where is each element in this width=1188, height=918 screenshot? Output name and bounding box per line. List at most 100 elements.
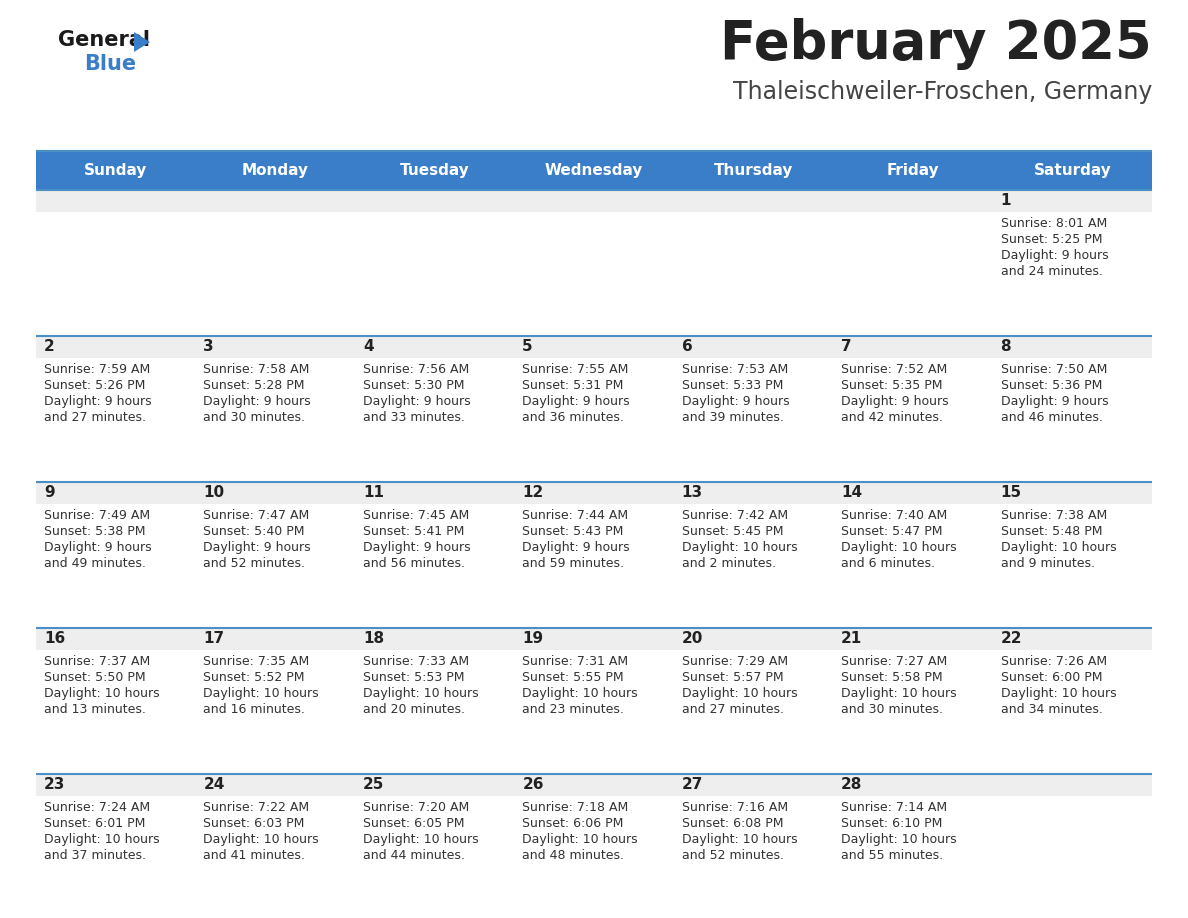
Bar — [514, 650, 674, 774]
Text: Sunrise: 7:16 AM: Sunrise: 7:16 AM — [682, 801, 788, 814]
Bar — [355, 796, 514, 918]
Text: and 37 minutes.: and 37 minutes. — [44, 849, 146, 862]
Bar — [196, 190, 355, 212]
Text: 14: 14 — [841, 485, 862, 500]
Text: Daylight: 9 hours: Daylight: 9 hours — [841, 395, 949, 408]
Text: Daylight: 10 hours: Daylight: 10 hours — [203, 687, 320, 700]
Text: Sunrise: 8:01 AM: Sunrise: 8:01 AM — [1000, 217, 1107, 230]
Text: Daylight: 9 hours: Daylight: 9 hours — [44, 541, 152, 554]
Polygon shape — [134, 32, 150, 52]
Text: and 55 minutes.: and 55 minutes. — [841, 849, 943, 862]
Bar — [674, 336, 833, 358]
Text: and 30 minutes.: and 30 minutes. — [203, 411, 305, 424]
Text: Sunrise: 7:50 AM: Sunrise: 7:50 AM — [1000, 363, 1107, 376]
Bar — [833, 152, 992, 190]
Text: Daylight: 9 hours: Daylight: 9 hours — [203, 541, 311, 554]
Text: Daylight: 10 hours: Daylight: 10 hours — [44, 833, 159, 846]
Text: Sunset: 5:53 PM: Sunset: 5:53 PM — [362, 671, 465, 684]
Text: Daylight: 9 hours: Daylight: 9 hours — [203, 395, 311, 408]
Text: Sunrise: 7:27 AM: Sunrise: 7:27 AM — [841, 655, 947, 668]
Text: 4: 4 — [362, 339, 373, 354]
Text: 27: 27 — [682, 777, 703, 792]
Text: Daylight: 10 hours: Daylight: 10 hours — [682, 833, 797, 846]
Text: Daylight: 10 hours: Daylight: 10 hours — [523, 833, 638, 846]
Text: Daylight: 10 hours: Daylight: 10 hours — [1000, 541, 1117, 554]
Text: Daylight: 9 hours: Daylight: 9 hours — [1000, 249, 1108, 262]
Text: Monday: Monday — [241, 163, 309, 178]
Bar — [196, 482, 355, 504]
Text: and 34 minutes.: and 34 minutes. — [1000, 703, 1102, 716]
Text: Daylight: 10 hours: Daylight: 10 hours — [203, 833, 320, 846]
Bar — [355, 482, 514, 504]
Bar — [833, 774, 992, 796]
Bar — [992, 650, 1152, 774]
Text: Sunset: 5:33 PM: Sunset: 5:33 PM — [682, 379, 783, 392]
Bar — [992, 336, 1152, 358]
Bar — [355, 504, 514, 628]
Bar — [36, 152, 196, 190]
Bar — [196, 358, 355, 482]
Bar — [514, 336, 674, 358]
Text: and 23 minutes.: and 23 minutes. — [523, 703, 624, 716]
Text: and 49 minutes.: and 49 minutes. — [44, 557, 146, 570]
Text: and 9 minutes.: and 9 minutes. — [1000, 557, 1094, 570]
Text: 2: 2 — [44, 339, 55, 354]
Bar — [196, 504, 355, 628]
Text: 15: 15 — [1000, 485, 1022, 500]
Text: 21: 21 — [841, 631, 862, 646]
Text: Sunset: 5:28 PM: Sunset: 5:28 PM — [203, 379, 305, 392]
Text: Sunrise: 7:38 AM: Sunrise: 7:38 AM — [1000, 509, 1107, 522]
Bar — [514, 504, 674, 628]
Text: 23: 23 — [44, 777, 65, 792]
Text: Sunrise: 7:14 AM: Sunrise: 7:14 AM — [841, 801, 947, 814]
Text: 11: 11 — [362, 485, 384, 500]
Text: Sunset: 5:25 PM: Sunset: 5:25 PM — [1000, 233, 1102, 246]
Text: 18: 18 — [362, 631, 384, 646]
Text: Daylight: 10 hours: Daylight: 10 hours — [1000, 687, 1117, 700]
Text: Sunrise: 7:45 AM: Sunrise: 7:45 AM — [362, 509, 469, 522]
Text: Daylight: 10 hours: Daylight: 10 hours — [523, 687, 638, 700]
Text: 5: 5 — [523, 339, 533, 354]
Text: Sunrise: 7:33 AM: Sunrise: 7:33 AM — [362, 655, 469, 668]
Text: 28: 28 — [841, 777, 862, 792]
Text: Daylight: 10 hours: Daylight: 10 hours — [841, 833, 956, 846]
Bar — [514, 796, 674, 918]
Text: and 44 minutes.: and 44 minutes. — [362, 849, 465, 862]
Text: Daylight: 9 hours: Daylight: 9 hours — [682, 395, 789, 408]
Text: February 2025: February 2025 — [720, 18, 1152, 70]
Text: and 2 minutes.: and 2 minutes. — [682, 557, 776, 570]
Text: and 27 minutes.: and 27 minutes. — [44, 411, 146, 424]
Bar — [674, 504, 833, 628]
Text: Sunrise: 7:49 AM: Sunrise: 7:49 AM — [44, 509, 150, 522]
Text: and 56 minutes.: and 56 minutes. — [362, 557, 465, 570]
Bar — [833, 358, 992, 482]
Text: Sunrise: 7:22 AM: Sunrise: 7:22 AM — [203, 801, 310, 814]
Bar — [992, 358, 1152, 482]
Text: 12: 12 — [523, 485, 544, 500]
Text: Wednesday: Wednesday — [545, 163, 643, 178]
Bar — [36, 650, 196, 774]
Bar — [833, 482, 992, 504]
Text: Daylight: 10 hours: Daylight: 10 hours — [682, 541, 797, 554]
Text: Sunrise: 7:18 AM: Sunrise: 7:18 AM — [523, 801, 628, 814]
Bar — [833, 796, 992, 918]
Bar — [833, 190, 992, 212]
Bar — [355, 650, 514, 774]
Text: 3: 3 — [203, 339, 214, 354]
Text: Sunset: 5:30 PM: Sunset: 5:30 PM — [362, 379, 465, 392]
Bar — [36, 796, 196, 918]
Text: Sunset: 6:05 PM: Sunset: 6:05 PM — [362, 817, 465, 830]
Text: 10: 10 — [203, 485, 225, 500]
Text: Sunset: 5:26 PM: Sunset: 5:26 PM — [44, 379, 145, 392]
Text: Sunrise: 7:35 AM: Sunrise: 7:35 AM — [203, 655, 310, 668]
Text: Sunrise: 7:47 AM: Sunrise: 7:47 AM — [203, 509, 310, 522]
Text: and 27 minutes.: and 27 minutes. — [682, 703, 784, 716]
Text: 25: 25 — [362, 777, 384, 792]
Bar — [674, 774, 833, 796]
Text: Tuesday: Tuesday — [399, 163, 469, 178]
Text: Sunrise: 7:40 AM: Sunrise: 7:40 AM — [841, 509, 947, 522]
Bar — [196, 774, 355, 796]
Text: Saturday: Saturday — [1034, 163, 1111, 178]
Bar — [355, 190, 514, 212]
Bar — [833, 336, 992, 358]
